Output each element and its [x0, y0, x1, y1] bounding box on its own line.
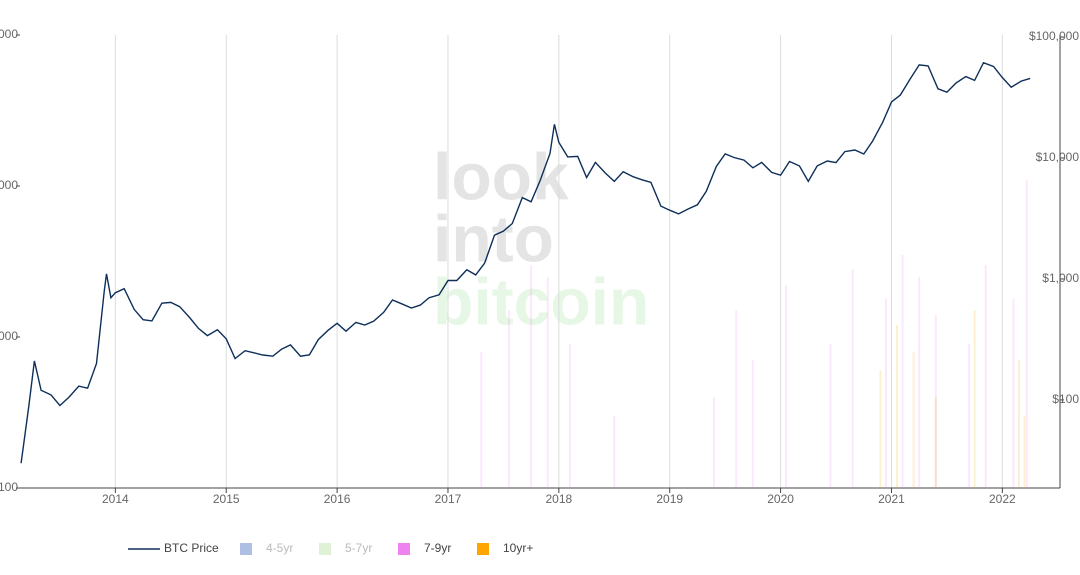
- x-tick-label: 2014: [102, 492, 129, 506]
- x-tick-label: 2019: [656, 492, 683, 506]
- legend-swatch: [319, 543, 331, 555]
- y-tick-label: 1,000: [0, 329, 18, 343]
- legend-swatch: [398, 543, 410, 555]
- x-tick-label: 2018: [545, 492, 572, 506]
- watermark: look: [433, 139, 569, 213]
- y2-tick-label: $10,000: [1036, 150, 1080, 164]
- price-line: [20, 61, 1031, 464]
- y2-tick-label: $100,000: [1029, 29, 1079, 43]
- x-tick-label: 2017: [435, 492, 462, 506]
- x-tick-label: 2021: [878, 492, 905, 506]
- legend-label[interactable]: 10yr+: [503, 541, 533, 555]
- x-tick-label: 2016: [324, 492, 351, 506]
- watermark: bitcoin: [433, 264, 649, 338]
- x-tick-label: 2015: [213, 492, 240, 506]
- y-tick-label: 10,000: [0, 178, 18, 192]
- legend-label[interactable]: 4-5yr: [266, 541, 293, 555]
- x-tick-label: 2022: [989, 492, 1016, 506]
- x-tick-label: 2020: [767, 492, 794, 506]
- y2-tick-label: $1,000: [1042, 271, 1079, 285]
- legend-label[interactable]: BTC Price: [164, 541, 219, 555]
- legend-label[interactable]: 5-7yr: [345, 541, 372, 555]
- y2-tick-label: $100: [1052, 392, 1079, 406]
- legend-swatch: [240, 543, 252, 555]
- y-tick-label: 100,000: [0, 27, 18, 41]
- legend-label[interactable]: 7-9yr: [424, 541, 451, 555]
- legend-swatch: [477, 543, 489, 555]
- y-tick-label: 100: [0, 480, 18, 494]
